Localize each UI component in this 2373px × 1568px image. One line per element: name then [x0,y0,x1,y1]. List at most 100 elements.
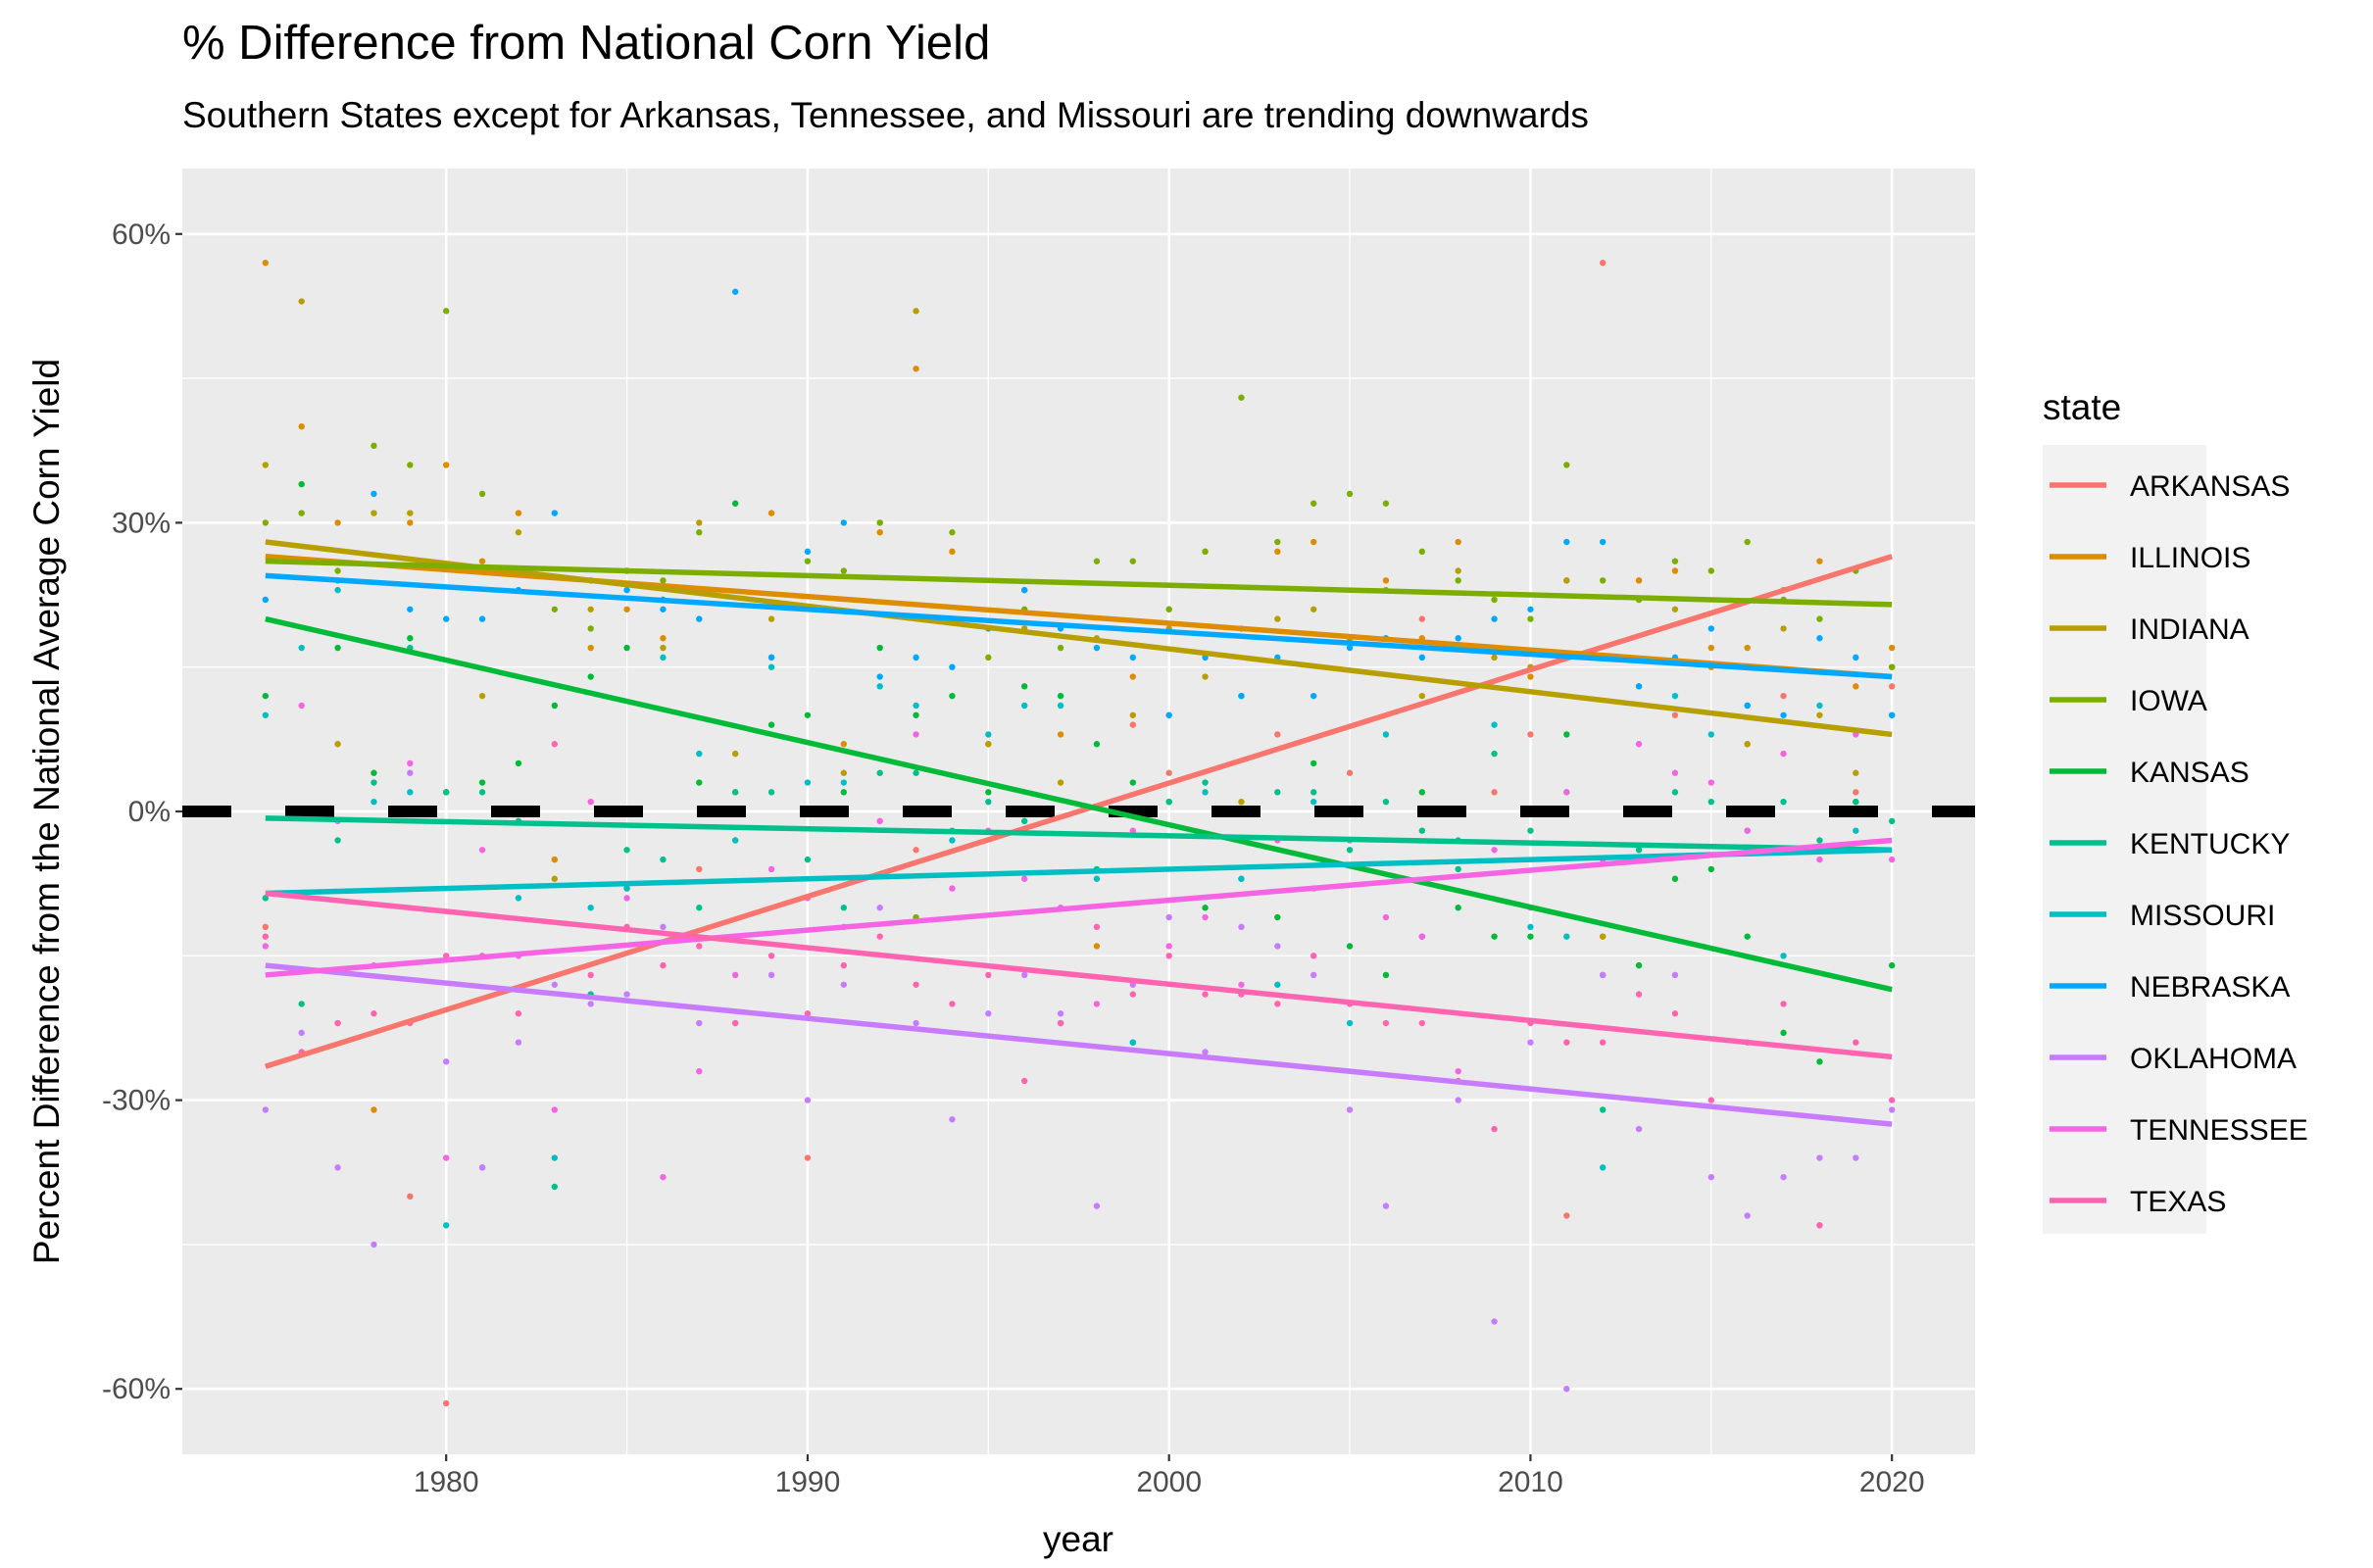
data-point [442,789,450,796]
data-point [1816,635,1823,642]
data-point [262,596,270,604]
data-point [1780,1029,1787,1037]
data-point [1057,1019,1064,1027]
data-point [1780,1001,1787,1007]
data-point [262,260,270,267]
data-point [1093,741,1101,748]
data-point [913,731,919,738]
data-point [298,1029,305,1037]
data-point [478,692,486,700]
data-point [371,442,377,450]
data-point [1382,731,1390,738]
data-point [1491,1125,1498,1133]
data-point [1418,827,1426,834]
data-point [1707,731,1715,738]
data-point [1418,615,1426,622]
data-point [1527,1039,1534,1046]
data-point [442,308,450,315]
data-point [1599,577,1607,584]
data-point [985,971,992,979]
data-point [334,741,341,748]
data-point [767,789,775,796]
data-point [1057,702,1064,710]
data-point [478,490,486,498]
legend-label: KENTUCKY [2130,828,2290,860]
data-point [1744,702,1751,710]
data-point [1888,663,1896,670]
data-point [876,933,883,940]
data-point [407,1193,414,1200]
data-point [551,510,559,516]
data-point [804,711,812,718]
data-point [1707,644,1715,652]
data-point [840,741,848,748]
data-point [1888,817,1896,825]
data-point [1418,654,1426,662]
data-point [804,548,812,556]
data-point [1129,711,1137,718]
x-tick-label: 2010 [1498,1466,1563,1498]
data-point [1816,1058,1823,1065]
data-point [913,711,919,718]
data-point [731,500,739,507]
data-point [1527,923,1534,931]
data-point [660,1173,667,1181]
data-point [551,741,559,748]
data-point [334,567,341,574]
data-point [767,510,775,516]
data-point [840,961,848,969]
trend-line [265,962,1893,1127]
data-point [1635,991,1643,998]
data-point [804,558,812,564]
data-point [1888,856,1896,863]
data-point [840,769,848,776]
data-point [515,760,522,767]
data-point [1853,1039,1859,1046]
x-axis-ticks: 1980 1990 2000 2010 2020 [414,1454,1925,1498]
data-point [696,615,703,622]
data-point [1780,625,1787,632]
data-point [1671,567,1679,574]
data-point [1671,558,1679,564]
data-point [1238,692,1245,700]
data-point [623,885,630,892]
data-point [1671,971,1679,979]
y-tick-label: 30% [112,507,171,539]
data-point [623,606,630,612]
data-point [587,606,594,612]
y-axis-ticks: -60% -30% 0% 30% 60% [102,219,182,1405]
data-point [1853,798,1859,806]
y-tick-label: -30% [102,1085,171,1117]
data-point [1671,875,1679,882]
data-point [1780,750,1787,758]
data-point [1202,991,1209,998]
data-point [1310,971,1317,979]
data-point [1888,711,1896,718]
data-point [407,769,414,776]
data-point [1057,1010,1064,1017]
data-point [1202,673,1209,680]
data-point [876,683,883,690]
data-point [1129,654,1137,662]
data-point [1671,692,1679,700]
data-point [551,702,559,710]
data-point [371,798,377,806]
data-point [407,789,414,796]
data-point [1129,827,1137,834]
data-point [1599,1106,1607,1113]
data-point [913,769,919,776]
data-point [623,847,630,854]
data-point [1816,837,1823,844]
data-point [1093,1202,1101,1209]
data-point [371,510,377,516]
data-point [551,856,559,863]
data-point [876,817,883,825]
data-point [1274,615,1281,622]
data-point [1853,827,1859,834]
data-point [334,1164,341,1171]
data-point [1816,615,1823,622]
data-point [1744,827,1751,834]
data-point [985,789,992,796]
data-point [1853,1154,1859,1161]
data-point [1563,462,1570,468]
